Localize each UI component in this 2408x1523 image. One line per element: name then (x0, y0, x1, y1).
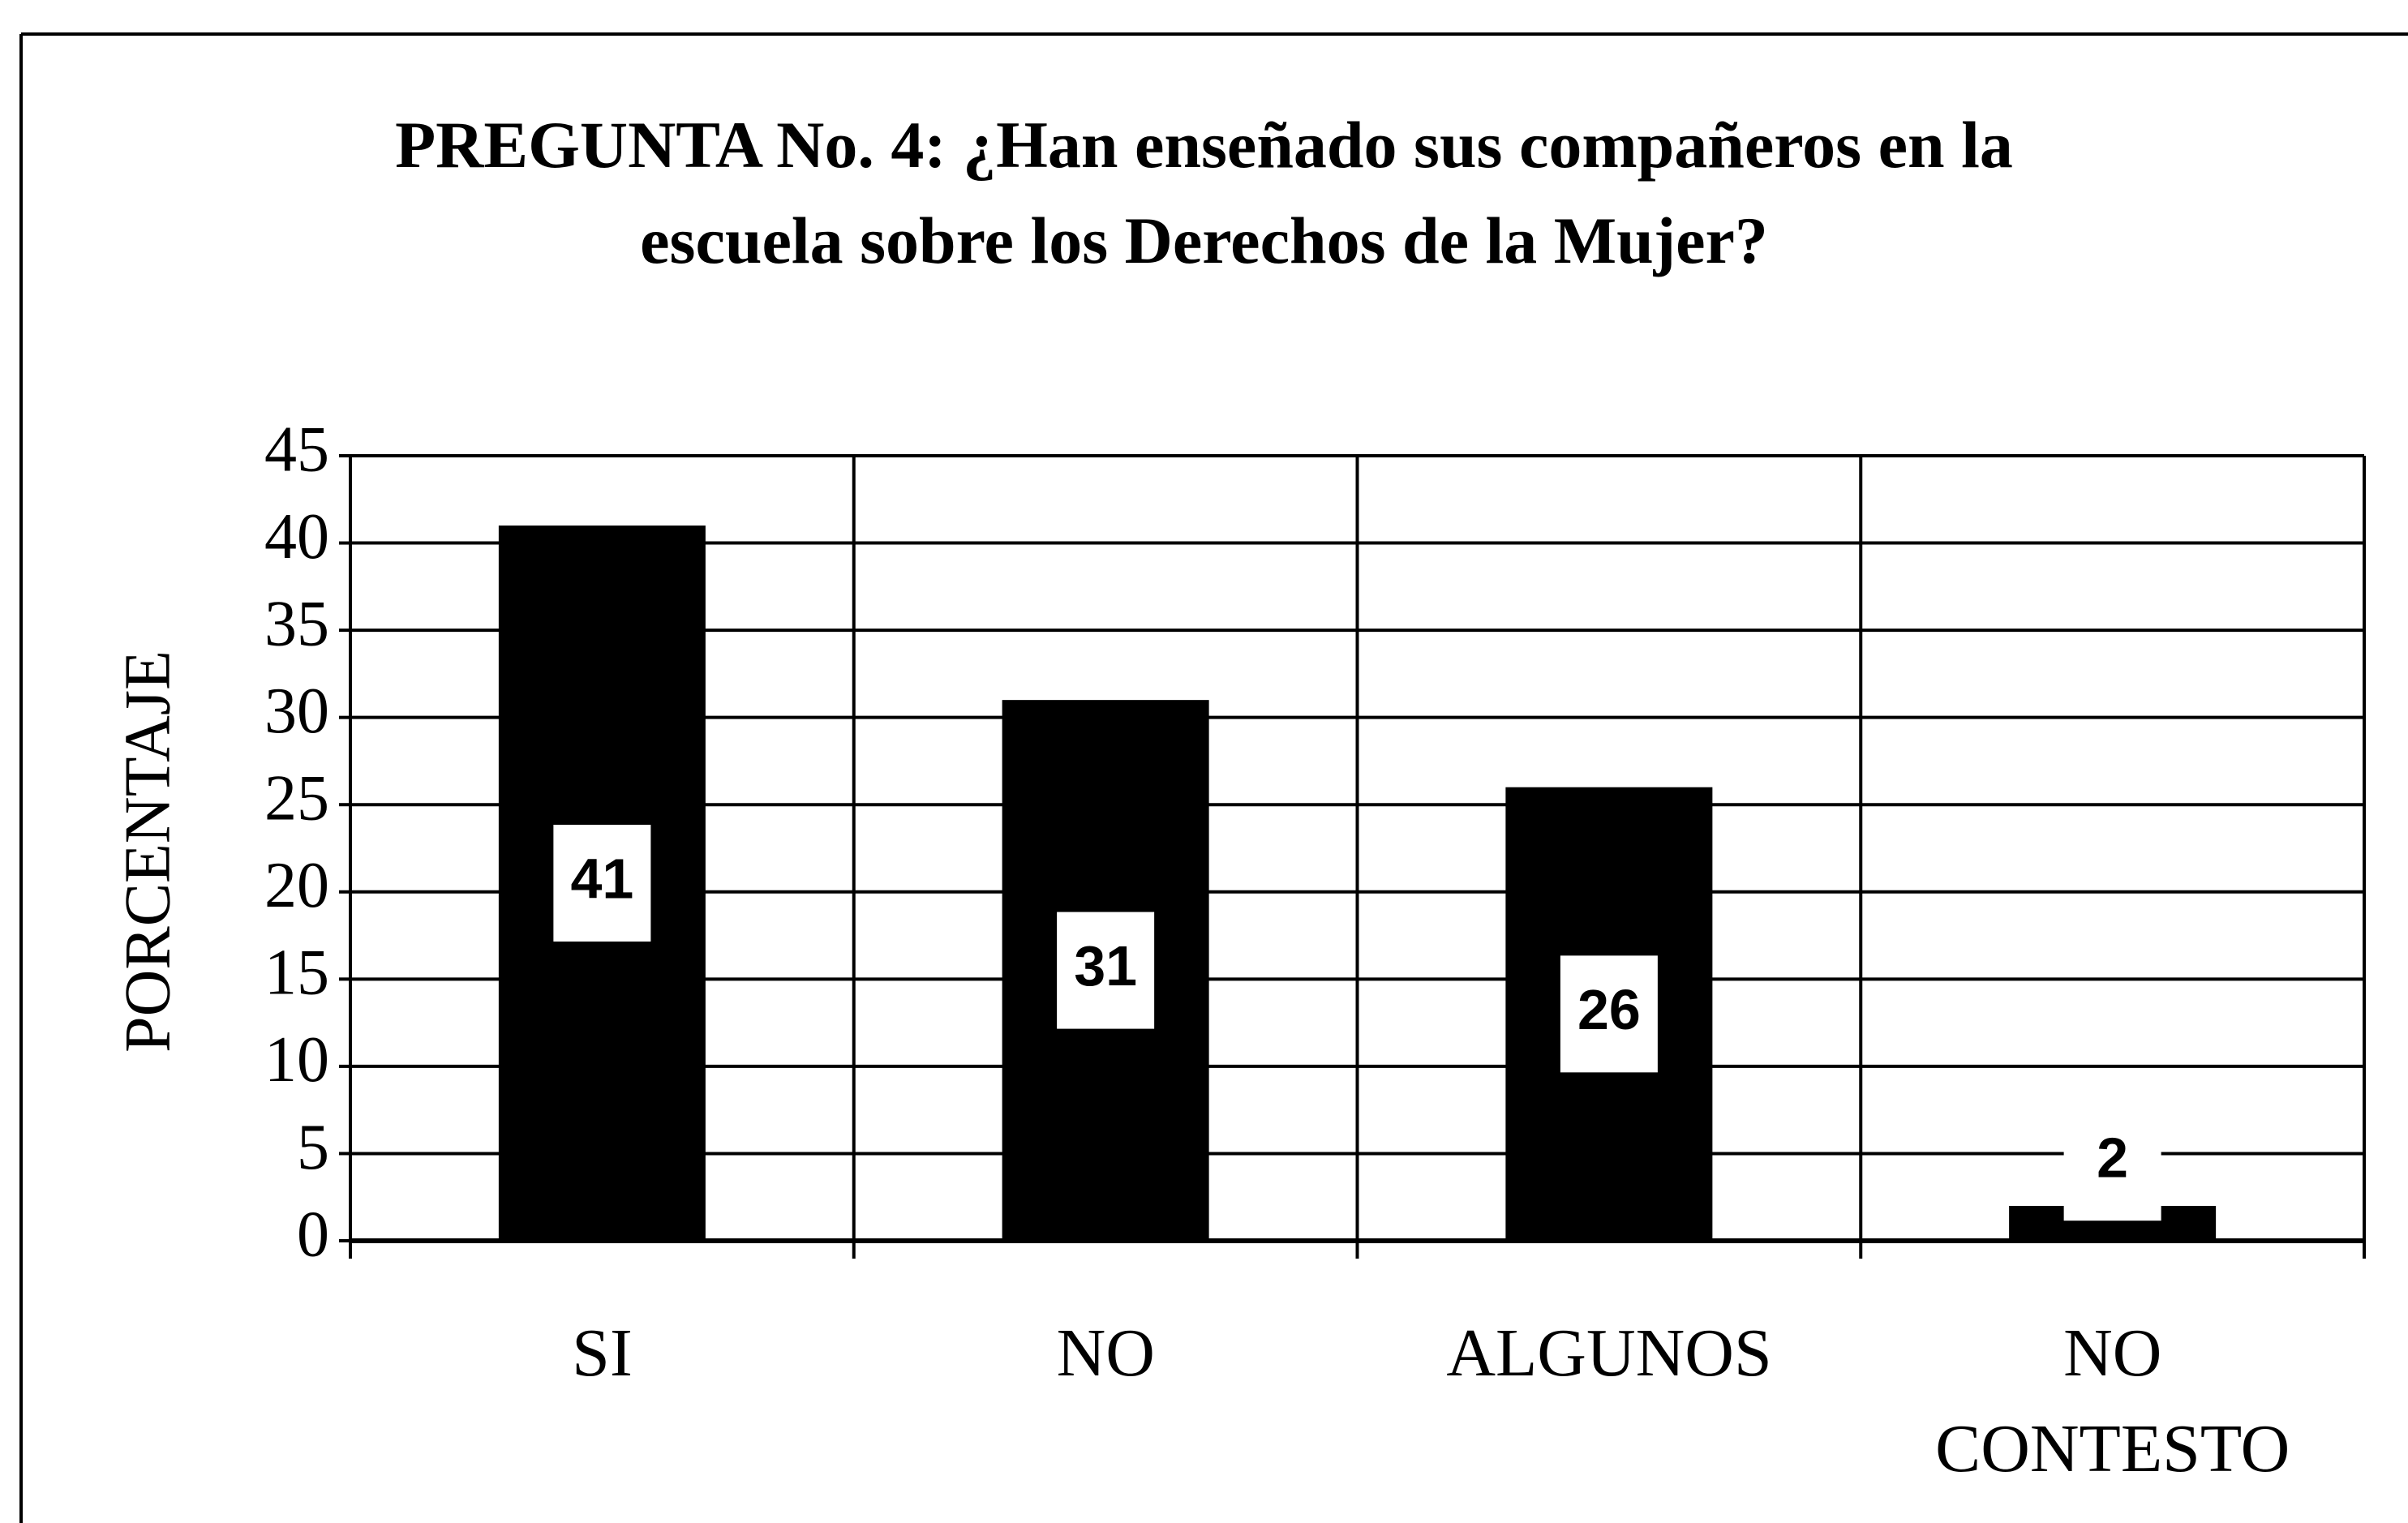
chart-title: PREGUNTA No. 4: ¿Han enseñado sus compañ… (395, 108, 2013, 277)
data-label: 31 (1074, 934, 1137, 997)
data-label-box (1560, 955, 1658, 1073)
x-tick-label: SI (572, 1315, 633, 1391)
y-tick-label: 25 (264, 763, 329, 834)
data-label-box (1057, 912, 1155, 1029)
y-tick-label: 5 (297, 1112, 329, 1183)
x-tick-label: NO CONTESTO (1935, 1315, 2290, 1487)
data-label: 2 (2097, 1126, 2128, 1190)
y-tick-label: 45 (264, 414, 329, 485)
y-tick-label: 15 (264, 937, 329, 1009)
y-axis-label: PORCENTAJE (112, 650, 183, 1053)
data-label-box (553, 825, 651, 942)
y-tick-label: 20 (264, 850, 329, 921)
y-tick-label: 35 (264, 588, 329, 659)
data-label: 41 (570, 847, 633, 911)
y-tick-label: 10 (264, 1024, 329, 1096)
data-label-box (2063, 1104, 2161, 1221)
x-tick-label: ALGUNOS (1446, 1315, 1772, 1391)
y-tick-label: 0 (297, 1199, 329, 1270)
x-tick-label: NO (1056, 1315, 1155, 1391)
y-tick-label: 40 (264, 501, 329, 573)
y-tick-label: 30 (264, 676, 329, 747)
data-label: 26 (1577, 978, 1641, 1041)
